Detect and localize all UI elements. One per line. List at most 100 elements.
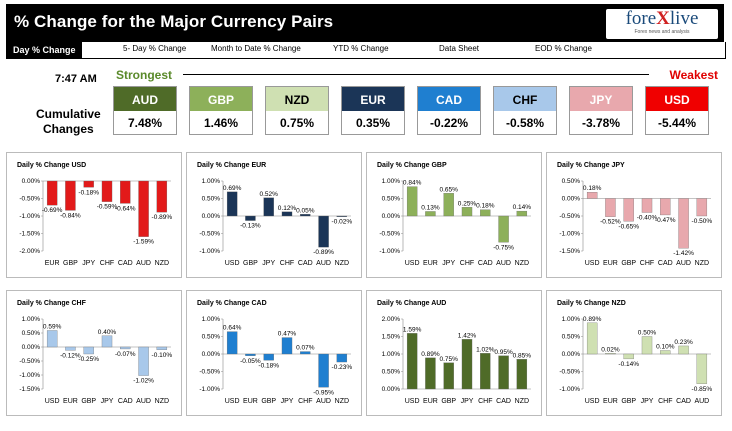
bar-aud	[696, 353, 708, 384]
data-label: -0.10%	[152, 352, 173, 359]
bar-aud	[318, 353, 329, 388]
data-label: 0.25%	[458, 200, 477, 207]
x-tick-label: EUR	[63, 398, 78, 405]
chart-title: Daily % Change NZD	[557, 300, 626, 307]
data-label: 0.95%	[494, 349, 513, 356]
data-label: 1.59%	[403, 326, 422, 333]
data-label: -0.59%	[97, 204, 118, 211]
y-tick-label: -0.50%	[19, 196, 40, 203]
x-tick-label: CAD	[298, 260, 313, 267]
y-tick-label: 0.50%	[382, 196, 401, 203]
data-label: 1.02%	[476, 346, 495, 353]
tab-data-sheet[interactable]: Data Sheet	[439, 44, 480, 53]
bar-cad	[678, 345, 689, 355]
y-tick-label: -1.50%	[559, 248, 580, 255]
bar-chart: 1.00% 0.50% 0.00% -0.50% -1.00% 0.89% USD 0.02%…	[559, 316, 712, 405]
x-tick-label: CHF	[280, 260, 294, 267]
x-tick-label: CAD	[118, 260, 133, 267]
bar-jpy	[83, 180, 94, 188]
chart-title: Daily % Change JPY	[557, 162, 625, 169]
chart-panel-chf: Daily % Change CHF 1.00% 0.50% 0.00% -0.50% -…	[6, 290, 182, 416]
y-tick-label: -1.00%	[559, 386, 580, 393]
x-tick-label: AUD	[676, 260, 691, 267]
chart-panel-aud: Daily % Change AUD 2.00% 1.50% 1.00% 0.50% 0.…	[366, 290, 542, 416]
y-tick-label: 1.00%	[562, 316, 581, 323]
x-tick-label: GBP	[621, 260, 636, 267]
x-tick-label: USD	[405, 260, 420, 267]
chart-title: Daily % Change CHF	[17, 300, 86, 307]
bar-chart: 0.50% 0.00% -0.50% -1.00% -1.50% 0.18% USD -0.5…	[559, 178, 713, 267]
data-label: -0.02%	[332, 219, 353, 226]
bar-chf	[300, 351, 311, 355]
data-label: 0.40%	[98, 329, 117, 336]
bar-chart: 1.00% 0.50% 0.00% -0.50% -1.00% 0.84% USD 0.13%…	[379, 178, 531, 267]
chart-title: Daily % Change AUD	[377, 300, 447, 307]
x-tick-label: USD	[585, 260, 600, 267]
data-label: 0.64%	[223, 325, 242, 332]
tab-bar: Day % Change 5- Day % Change Month to Da…	[6, 42, 726, 59]
data-label: -0.13%	[240, 223, 261, 230]
data-label: -0.50%	[692, 218, 713, 225]
x-tick-label: JPY	[641, 398, 654, 405]
bar-gbp	[623, 353, 634, 360]
bar-eur	[46, 180, 58, 206]
data-label: 0.84%	[403, 180, 422, 187]
bar-chf	[480, 353, 491, 390]
bar-gbp	[245, 215, 256, 221]
currency-box-chf: CHF	[493, 86, 557, 112]
chart-title: Daily % Change USD	[17, 162, 87, 169]
logo-text-x: X	[656, 8, 670, 29]
data-label: 0.10%	[656, 344, 675, 351]
currency-value-nzd: 0.75%	[265, 111, 329, 135]
x-tick-label: AUD	[136, 398, 151, 405]
timestamp: 7:47 AM	[55, 73, 97, 85]
bar-nzd	[516, 359, 528, 390]
currency-value-eur: 0.35%	[341, 111, 405, 135]
chart-title: Daily % Change GBP	[377, 162, 447, 169]
bar-chart: 2.00% 1.50% 1.00% 0.50% 0.00% 1.59% USD 0.89% EU…	[382, 316, 532, 405]
tab-day-change[interactable]: Day % Change	[7, 42, 82, 58]
data-label: -0.65%	[618, 223, 639, 230]
data-label: 0.89%	[421, 351, 440, 358]
weakest-label: Weakest	[669, 68, 718, 82]
x-tick-label: CHF	[658, 398, 672, 405]
currency-value-usd: -5.44%	[645, 111, 709, 135]
bar-usd	[226, 191, 238, 217]
tab-ytd-change[interactable]: YTD % Change	[333, 44, 389, 53]
x-tick-label: CHF	[640, 260, 654, 267]
bar-usd	[406, 333, 418, 390]
bar-aud	[498, 215, 509, 243]
x-tick-label: NZD	[515, 398, 529, 405]
y-tick-label: 1.00%	[382, 178, 401, 185]
x-tick-label: CAD	[478, 260, 493, 267]
data-label: -0.47%	[655, 217, 676, 224]
currency-box-gbp: GBP	[189, 86, 253, 112]
data-label: 0.13%	[421, 204, 440, 211]
x-tick-label: CAD	[496, 398, 511, 405]
y-tick-label: -0.50%	[559, 369, 580, 376]
y-tick-label: 0.50%	[382, 369, 401, 376]
bar-chf	[101, 180, 113, 202]
chart-title: Daily % Change CAD	[197, 300, 267, 307]
data-label: -0.23%	[332, 364, 353, 371]
tab-eod-change[interactable]: EOD % Change	[535, 44, 592, 53]
y-tick-label: 0.00%	[382, 386, 401, 393]
bar-nzd	[156, 180, 168, 213]
bar-usd	[226, 331, 238, 355]
y-tick-label: 0.00%	[22, 178, 41, 185]
data-label: 0.05%	[296, 207, 315, 214]
tab-5-day-change[interactable]: 5- Day % Change	[123, 44, 187, 53]
data-label: 0.47%	[278, 331, 297, 338]
x-tick-label: CHF	[100, 260, 114, 267]
currency-value-jpy: -3.78%	[569, 111, 633, 135]
data-label: 0.69%	[223, 185, 242, 192]
x-tick-label: CHF	[460, 260, 474, 267]
data-label: 0.02%	[601, 346, 620, 353]
tab-month-to-date[interactable]: Month to Date % Change	[211, 44, 301, 53]
data-label: 0.50%	[638, 330, 657, 337]
data-label: -0.05%	[240, 358, 261, 365]
bar-nzd	[336, 215, 348, 217]
logo-tagline: Forex news and analysis	[634, 29, 690, 35]
forexlive-logo[interactable]: foreXlive Forex news and analysis	[606, 9, 718, 39]
data-label: -0.40%	[637, 215, 658, 222]
